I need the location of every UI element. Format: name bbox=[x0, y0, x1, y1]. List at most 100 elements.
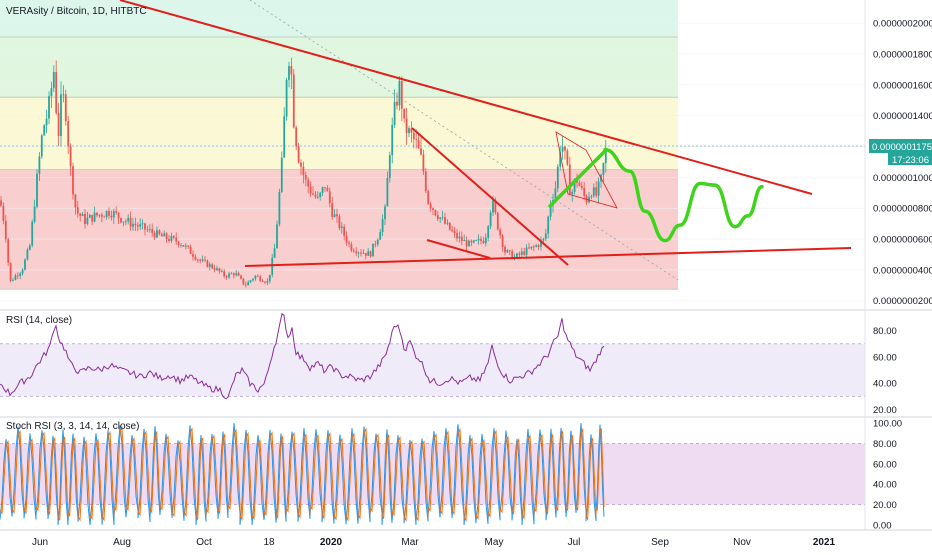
candle-body bbox=[148, 228, 151, 230]
candle-body bbox=[249, 280, 252, 282]
candle-body bbox=[542, 238, 545, 241]
candle-body bbox=[297, 146, 300, 163]
stoch-rsi-d-line bbox=[0, 426, 605, 523]
stoch-rsi-axis[interactable]: 100.00 80.00 60.00 40.00 20.00 0.00 bbox=[873, 419, 902, 532]
candle-body bbox=[264, 281, 266, 283]
projection-wave[interactable] bbox=[603, 147, 764, 243]
stoch-tick-label: 20.00 bbox=[873, 500, 897, 511]
candle-body bbox=[237, 273, 240, 276]
candle-body bbox=[84, 214, 86, 225]
candle-body bbox=[88, 214, 91, 218]
candle-body bbox=[86, 217, 89, 225]
candle-body bbox=[278, 191, 281, 225]
stoch-rsi-pane[interactable]: Stoch RSI (3, 3, 14, 14, close) 100.00 80… bbox=[0, 419, 902, 532]
candle-body bbox=[240, 275, 242, 279]
candle-body bbox=[405, 118, 408, 134]
price-tick-label: 0.0000002000 bbox=[873, 19, 932, 30]
fib-dotted-diagonal bbox=[249, 0, 679, 281]
candle-body bbox=[348, 242, 350, 245]
candle-body bbox=[57, 112, 60, 136]
time-tick-label: 18 bbox=[263, 537, 275, 548]
candle-body bbox=[290, 66, 293, 75]
candle-body bbox=[103, 216, 106, 218]
ascending-support-trendline[interactable] bbox=[244, 247, 852, 267]
candle-body bbox=[151, 228, 154, 233]
candle-body bbox=[446, 222, 449, 224]
rsi-pane-title: RSI (14, close) bbox=[6, 315, 72, 326]
falling-wedge-upper-line[interactable] bbox=[411, 127, 569, 266]
candle-body bbox=[556, 166, 559, 189]
candle-body bbox=[511, 251, 514, 259]
candle-body bbox=[199, 259, 202, 261]
candle-body bbox=[271, 257, 274, 275]
candle-body bbox=[451, 229, 454, 232]
candle-body bbox=[400, 81, 403, 109]
candle-body bbox=[324, 187, 326, 188]
candle-body bbox=[367, 251, 370, 256]
candle-body bbox=[211, 264, 214, 269]
price-badge-countdown: 17:23:06 bbox=[892, 155, 929, 166]
candle-body bbox=[218, 268, 221, 272]
candle-body bbox=[602, 163, 605, 175]
price-tick-label: 0.0000001600 bbox=[873, 80, 932, 91]
candle-body bbox=[439, 217, 442, 220]
candle-body bbox=[228, 273, 230, 278]
candle-body bbox=[292, 74, 295, 128]
candle-body bbox=[115, 211, 118, 213]
rsi-tick-label: 60.00 bbox=[873, 352, 897, 363]
candle-body bbox=[38, 156, 41, 174]
descending-resistance-trendline[interactable] bbox=[119, 0, 813, 195]
candle-body bbox=[523, 251, 526, 255]
time-axis[interactable]: Jun Aug Oct 18 2020 Mar May Jul Sep Nov 2021 bbox=[32, 537, 836, 548]
candle-body bbox=[280, 157, 283, 192]
pennant-triangle[interactable] bbox=[555, 131, 618, 209]
candle-body bbox=[79, 213, 82, 216]
candle-body bbox=[590, 196, 593, 198]
time-tick-label: Jul bbox=[568, 537, 581, 548]
candle-body bbox=[31, 221, 34, 246]
candle-body bbox=[352, 250, 355, 252]
candle-body bbox=[76, 207, 79, 214]
candle-body bbox=[136, 225, 139, 227]
rsi-band bbox=[0, 343, 865, 397]
candle-body bbox=[74, 194, 77, 208]
candle-body bbox=[28, 245, 31, 250]
candle-body bbox=[180, 245, 182, 246]
candle-body bbox=[496, 212, 499, 230]
candle-body bbox=[254, 275, 257, 279]
candle-body bbox=[583, 188, 586, 197]
candle-body bbox=[328, 191, 331, 204]
candle-body bbox=[571, 191, 574, 195]
candle-body bbox=[489, 212, 492, 227]
candle-body bbox=[504, 246, 506, 253]
main-pane-title: VERAsity / Bitcoin, 1D, HITBTC bbox=[6, 6, 147, 17]
price-badge: 0.0000001175 17:23:06 bbox=[869, 139, 932, 166]
candle-body bbox=[14, 275, 17, 280]
candle-body bbox=[604, 147, 607, 164]
candle-body bbox=[19, 273, 22, 276]
candle-body bbox=[204, 259, 206, 261]
candle-body bbox=[592, 187, 595, 197]
candle-body bbox=[336, 214, 338, 217]
candle-body bbox=[96, 212, 98, 216]
price-tick-label: 0.0000000800 bbox=[873, 204, 932, 215]
candle-body bbox=[441, 217, 444, 219]
candle-body bbox=[566, 150, 569, 165]
candle-body bbox=[60, 94, 62, 136]
candle-body bbox=[376, 239, 379, 245]
candle-body bbox=[465, 239, 468, 247]
candle-body bbox=[302, 166, 305, 176]
candle-body bbox=[4, 220, 7, 240]
price-pane[interactable]: VERAsity / Bitcoin, 1D, HITBTC 0.0000002… bbox=[0, 0, 932, 307]
rsi-axis[interactable]: 80.00 60.00 40.00 20.00 bbox=[873, 326, 897, 416]
candle-body bbox=[484, 237, 487, 244]
candle-body bbox=[516, 253, 518, 257]
candle-body bbox=[247, 281, 250, 286]
rsi-pane[interactable]: RSI (14, close) 80.00 60.00 40.00 20.00 bbox=[0, 312, 897, 416]
candle-body bbox=[261, 280, 264, 282]
falling-wedge-lower-line[interactable] bbox=[426, 239, 491, 259]
candle-body bbox=[132, 223, 134, 227]
stoch-tick-label: 0.00 bbox=[873, 520, 892, 531]
rsi-band-fill bbox=[0, 343, 865, 397]
